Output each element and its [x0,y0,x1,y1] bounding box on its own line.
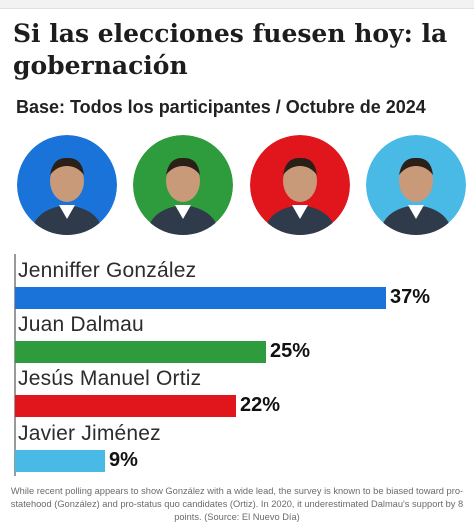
bar [15,395,236,417]
bar-value-label: 25% [270,340,311,362]
bar [15,287,386,309]
candidate-portrait [17,135,117,235]
figure-caption: While recent polling appears to show Gon… [10,486,464,522]
bar [15,341,266,363]
candidate-portrait-icon [133,135,233,235]
bar [15,450,105,472]
bar-axis-line [14,254,16,476]
chart-title: Si las elecciones fuesen hoy: la goberna… [13,19,448,80]
bar-value-label: 9% [109,449,138,471]
top-divider [0,0,474,9]
bar-value-label: 22% [240,394,281,416]
bar-category-label: Jesús Manuel Ortiz [18,367,202,390]
candidate-portrait [133,135,233,235]
candidate-portrait [250,135,350,235]
bar-category-label: Jenniffer González [18,259,197,282]
candidate-portrait-icon [17,135,117,235]
candidate-portrait-icon [366,135,466,235]
bar-category-label: Javier Jiménez [18,422,161,445]
bar-value-label: 37% [390,286,431,308]
chart-subtitle: Base: Todos los participantes / Octubre … [16,97,426,117]
candidate-portrait-icon [250,135,350,235]
bar-category-label: Juan Dalmau [18,313,144,336]
candidate-portrait [366,135,466,235]
